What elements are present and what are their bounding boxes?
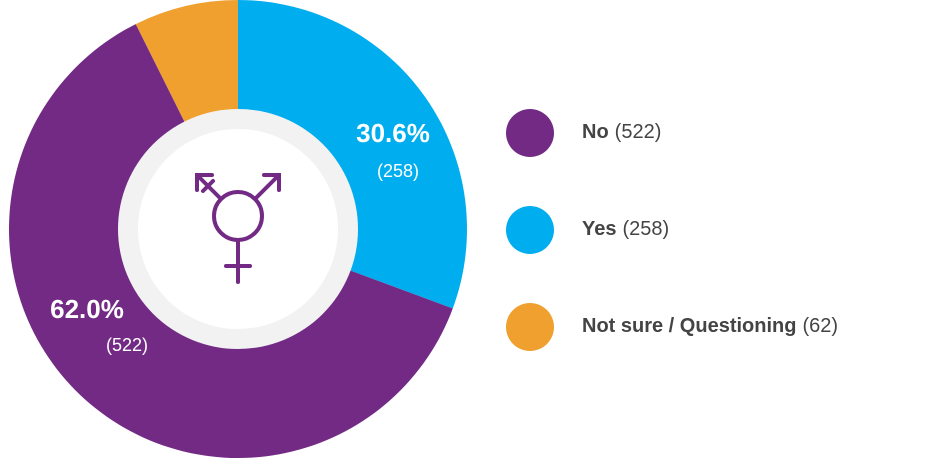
legend-name: No [582, 121, 609, 143]
transgender-icon [195, 173, 281, 284]
percent-label: 30.6% [356, 118, 430, 148]
legend-swatch [506, 109, 554, 157]
inner-hole [138, 129, 338, 329]
percent-label: 62.0% [50, 294, 124, 324]
labels: 30.6% (258) 62.0% (522) [50, 118, 430, 355]
legend-entry: Not sure / Questioning (62) [582, 315, 838, 337]
count-label: (258) [377, 161, 419, 181]
legend-count: (62) [802, 315, 838, 337]
count-label: (522) [106, 335, 148, 355]
legend-entry: No (522) [582, 121, 661, 143]
legend-entry: Yes (258) [582, 218, 669, 240]
legend: No (522) Yes (258) Not sure / Questioning (62… [506, 109, 838, 351]
legend-name: Yes [582, 218, 616, 240]
legend-swatch [506, 206, 554, 254]
legend-count: (258) [622, 218, 669, 240]
legend-name: Not sure / Questioning [582, 315, 796, 337]
legend-count: (522) [615, 121, 662, 143]
legend-swatch [506, 303, 554, 351]
